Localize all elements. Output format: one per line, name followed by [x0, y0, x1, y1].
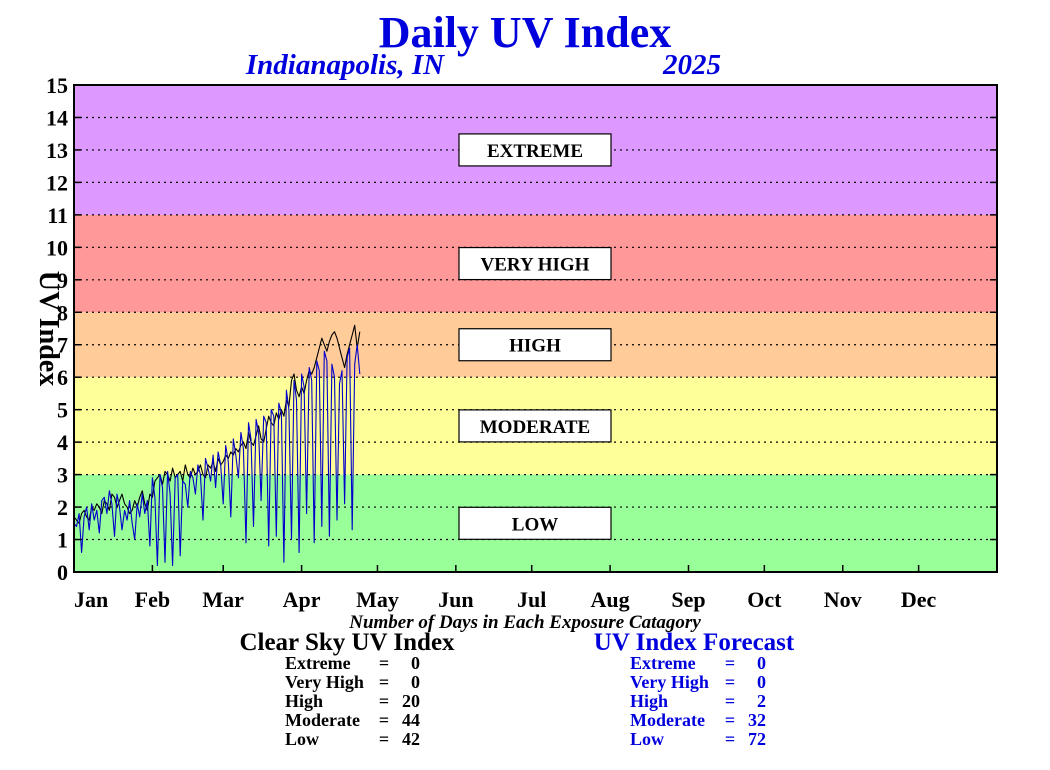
clear-sky-value-extreme: 0: [411, 653, 420, 673]
counts-caption: Number of Days in Each Exposure Catagory: [348, 612, 701, 633]
y-tick-label-6: 6: [57, 365, 68, 390]
gridlines: [74, 116, 997, 541]
y-tick-label-9: 9: [57, 268, 68, 293]
forecast-equals-extreme: =: [725, 653, 735, 673]
band-label-box-high: [458, 328, 612, 362]
band-label-extreme: EXTREME: [487, 141, 583, 162]
clear-sky-equals-low: =: [379, 729, 389, 749]
forecast-heading: UV Index Forecast: [594, 629, 795, 656]
forecast-equals-moderate: =: [725, 710, 735, 730]
forecast-value-low: 72: [748, 729, 766, 749]
y-tick-label-14: 14: [46, 105, 68, 130]
y-tick-label-8: 8: [57, 300, 68, 325]
forecast-label-high: High: [630, 691, 668, 711]
chart-title: Daily UV Index: [379, 8, 672, 57]
plot-frame: [73, 84, 998, 573]
forecast-label-very-high: Very High: [630, 672, 709, 692]
y-tick-label-0: 0: [57, 560, 68, 585]
clear-sky-counts: Extreme = 0 Very High = 0 High = 20 Moderate = 44 Lo…: [285, 653, 420, 749]
y-tick-label-3: 3: [57, 463, 68, 488]
clear-sky-label-high: High: [285, 691, 323, 711]
y-tick-label-2: 2: [57, 495, 68, 520]
band-label-moderate: MODERATE: [480, 417, 590, 438]
y-tick-label-10: 10: [46, 235, 68, 260]
clear-sky-label-low: Low: [285, 729, 319, 749]
y-tick-label-7: 7: [57, 333, 68, 358]
forecast-equals-very-high: =: [725, 672, 735, 692]
band-label-box-low: [458, 506, 612, 540]
band-labels: LOW MODERATE HIGH VERY HIGH EXTREME: [458, 133, 612, 540]
band-label-low: LOW: [512, 514, 558, 535]
clear-sky-heading: Clear Sky UV Index: [239, 629, 455, 656]
uv-series: [73, 324, 361, 567]
band-label-very-high: VERY HIGH: [481, 255, 590, 276]
forecast-value-high: 2: [757, 691, 766, 711]
y-tick-label-5: 5: [57, 398, 68, 423]
y-tick-label-4: 4: [57, 430, 68, 455]
y-tick-label-15: 15: [46, 73, 68, 98]
forecast-equals-low: =: [725, 729, 735, 749]
x-tick-label-oct: Oct: [747, 587, 782, 612]
forecast-value-very-high: 0: [757, 672, 766, 692]
x-tick-label-apr: Apr: [283, 587, 321, 612]
forecast-label-low: Low: [630, 729, 664, 749]
clear-sky-equals-very-high: =: [379, 672, 389, 692]
chart-subtitle-year: 2025: [662, 49, 721, 81]
band-label-box-moderate: [458, 409, 612, 443]
band-label-box-extreme: [458, 133, 612, 167]
clear-sky-equals-extreme: =: [379, 653, 389, 673]
forecast-label-extreme: Extreme: [630, 653, 696, 673]
clear-sky-label-extreme: Extreme: [285, 653, 351, 673]
clear-sky-equals-high: =: [379, 691, 389, 711]
x-tick-label-may: May: [356, 587, 399, 612]
y-tick-label-11: 11: [47, 203, 68, 228]
y-axis-label: UV Index: [33, 271, 64, 386]
clear-sky-label-moderate: Moderate: [285, 710, 360, 730]
x-tick-label-aug: Aug: [591, 587, 630, 612]
x-tick-label-jul: Jul: [517, 587, 546, 612]
chart-subtitle-location: Indianapolis, IN: [245, 49, 445, 81]
forecast-label-moderate: Moderate: [630, 710, 705, 730]
x-tick-label-sep: Sep: [671, 587, 705, 612]
y-tick-label-1: 1: [57, 528, 68, 553]
x-tick-label-dec: Dec: [901, 587, 937, 612]
clear-sky-value-low: 42: [402, 729, 420, 749]
y-tick-label-12: 12: [46, 170, 68, 195]
forecast-value-extreme: 0: [757, 653, 766, 673]
band-label-box-very-high: [458, 246, 612, 281]
forecast-equals-high: =: [725, 691, 735, 711]
band-label-high: HIGH: [509, 336, 561, 357]
y-tick-label-13: 13: [46, 138, 68, 163]
forecast-counts: Extreme = 0 Very High = 0 High = 2 Moderate = 32 Low…: [630, 653, 766, 749]
clear-sky-equals-moderate: =: [379, 710, 389, 730]
clear-sky-value-very-high: 0: [411, 672, 420, 692]
x-tick-label-jan: Jan: [74, 587, 108, 612]
clear-sky-label-very-high: Very High: [285, 672, 364, 692]
x-tick-label-feb: Feb: [135, 587, 170, 612]
forecast-value-moderate: 32: [748, 710, 766, 730]
series-line-2: [73, 344, 361, 567]
x-tick-label-mar: Mar: [202, 587, 244, 612]
clear-sky-value-high: 20: [402, 691, 420, 711]
x-tick-label-nov: Nov: [824, 587, 862, 612]
x-tick-label-jun: Jun: [438, 587, 473, 612]
clear-sky-value-moderate: 44: [402, 710, 420, 730]
